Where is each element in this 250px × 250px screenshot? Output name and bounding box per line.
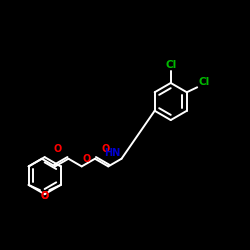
- Text: Cl: Cl: [198, 76, 210, 86]
- Text: O: O: [41, 191, 49, 201]
- Text: Cl: Cl: [165, 60, 176, 70]
- Text: O: O: [54, 144, 62, 154]
- Text: O: O: [102, 144, 110, 154]
- Text: O: O: [83, 154, 91, 164]
- Text: HN: HN: [104, 148, 120, 158]
- Text: O: O: [40, 191, 48, 201]
